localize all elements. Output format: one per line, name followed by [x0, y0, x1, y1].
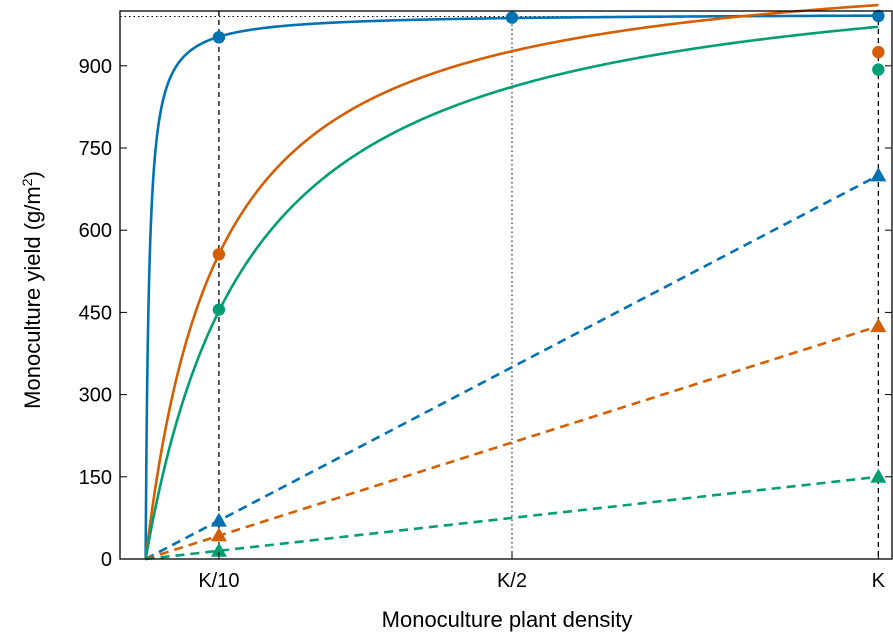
- triangle-marker: [870, 167, 887, 182]
- circle-marker: [212, 31, 226, 44]
- triangle-marker: [870, 318, 887, 333]
- y-tick-label: 150: [79, 467, 112, 489]
- plot-frame: [119, 10, 893, 560]
- circle-marker: [212, 248, 226, 261]
- x-tick-label: K/2: [497, 570, 527, 592]
- y-axis-label-close: ): [20, 171, 45, 178]
- series-line: [144, 14, 879, 560]
- triangle-marker: [210, 512, 227, 527]
- triangle-marker: [870, 468, 887, 483]
- circle-marker: [872, 63, 885, 76]
- x-tick-label: K: [872, 570, 886, 592]
- series-line: [145, 475, 879, 561]
- y-tick-label: 300: [79, 385, 112, 407]
- series-line: [144, 25, 879, 561]
- circle-marker: [212, 303, 226, 316]
- y-axis-label: Monoculture yield (g/m2): [19, 171, 45, 409]
- y-tick-label: 900: [79, 56, 112, 78]
- y-tick-label: 750: [79, 138, 112, 160]
- y-axis-label-superscript: 2: [19, 178, 35, 186]
- y-tick-label: 0: [101, 549, 112, 571]
- triangle-marker: [210, 542, 227, 557]
- axis-ticks: 0 150 300 450 600 750 900 K/10 K/2 K: [79, 56, 892, 592]
- marker-layer: [210, 9, 887, 557]
- triangle-marker: [210, 527, 227, 542]
- reference-lines: [120, 11, 879, 559]
- circle-marker: [872, 9, 885, 23]
- circle-marker: [505, 11, 519, 24]
- y-tick-label: 600: [79, 220, 112, 242]
- y-axis-label-main: Monoculture yield (g/m: [20, 186, 45, 409]
- series-line: [145, 324, 879, 561]
- y-tick-label: 450: [79, 302, 112, 324]
- x-axis-label: Monoculture plant density: [382, 607, 633, 632]
- circle-marker: [872, 45, 885, 59]
- series-line: [144, 3, 879, 560]
- x-tick-label: K/10: [198, 570, 239, 592]
- series-line: [145, 174, 879, 561]
- series-layer: [144, 3, 879, 561]
